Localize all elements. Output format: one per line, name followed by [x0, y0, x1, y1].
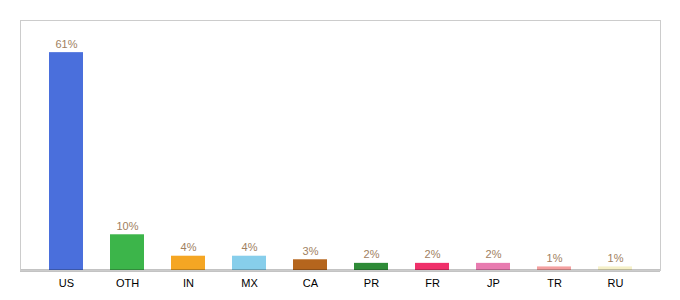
svg-text:TR: TR	[547, 277, 562, 289]
svg-text:CA: CA	[303, 277, 319, 289]
svg-text:2%: 2%	[364, 248, 380, 260]
svg-text:61%: 61%	[55, 38, 77, 50]
svg-text:RU: RU	[608, 277, 624, 289]
svg-text:1%: 1%	[608, 252, 624, 264]
svg-text:FR: FR	[425, 277, 440, 289]
svg-text:3%: 3%	[303, 245, 319, 257]
svg-text:2%: 2%	[486, 248, 502, 260]
svg-text:10%: 10%	[116, 220, 138, 232]
svg-text:PR: PR	[364, 277, 379, 289]
svg-text:2%: 2%	[425, 248, 441, 260]
svg-text:JP: JP	[487, 277, 500, 289]
svg-text:4%: 4%	[242, 241, 258, 253]
svg-text:US: US	[59, 277, 74, 289]
svg-text:1%: 1%	[547, 252, 563, 264]
svg-text:MX: MX	[241, 277, 258, 289]
svg-text:4%: 4%	[181, 241, 197, 253]
svg-text:OTH: OTH	[116, 277, 139, 289]
svg-text:IN: IN	[183, 277, 194, 289]
